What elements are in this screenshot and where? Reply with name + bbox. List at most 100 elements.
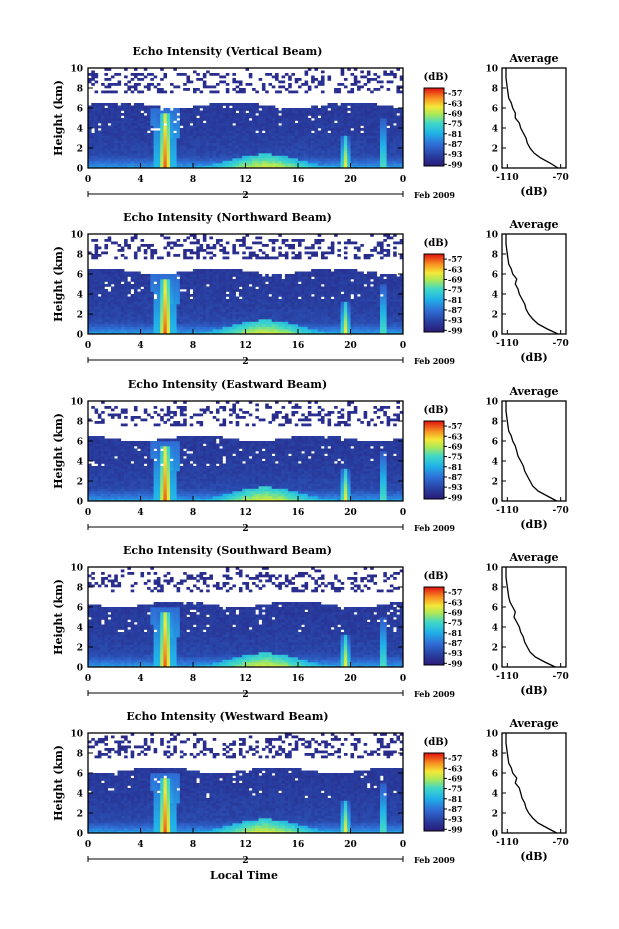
average-profile-line (505, 733, 558, 834)
y-tick-label: 4 (77, 624, 83, 634)
colorbar-tick-label: -81 (448, 794, 462, 804)
x-tick-label: 4 (137, 341, 143, 351)
x-tick-label: 4 (137, 840, 143, 850)
colorbar-tick-label: -93 (448, 648, 463, 658)
heatmap (88, 733, 404, 834)
date-marker-label: 2 (242, 690, 248, 700)
y-tick-label: 8 (77, 418, 83, 428)
heatmap (88, 567, 404, 668)
x-tick-label: 16 (292, 175, 305, 185)
y-tick-label: 2 (77, 644, 83, 654)
colorbar-tick-label: -75 (448, 452, 462, 462)
average-title: Average (508, 218, 558, 231)
y-tick-label: 4 (77, 291, 83, 301)
colorbar-unit: (dB) (424, 571, 449, 582)
x-tick-label: 20 (344, 508, 357, 518)
average-y-tick-label: 6 (492, 438, 498, 448)
average-y-tick-label: 8 (492, 418, 498, 428)
average-x-tick-label: -70 (553, 339, 569, 349)
x-tick-label: 0 (400, 508, 406, 518)
colorbar-tick-label: -57 (448, 88, 462, 98)
x-tick-label: 12 (239, 175, 252, 185)
colorbar-unit: (dB) (424, 405, 449, 416)
colorbar-tick-label: -87 (448, 804, 462, 814)
average-frame (501, 566, 567, 668)
y-tick-label: 2 (77, 311, 83, 321)
y-tick-label: 0 (77, 165, 83, 175)
y-tick-label: 6 (77, 105, 83, 115)
average-y-tick-label: 10 (485, 398, 498, 408)
average-frame (501, 400, 567, 502)
panel-title: Echo Intensity (Southward Beam) (123, 544, 332, 557)
y-tick-label: 0 (77, 331, 83, 341)
average-profile-line (505, 234, 559, 335)
average-profile-line (505, 567, 556, 668)
colorbar-tick-label: -63 (448, 763, 463, 773)
colorbar (423, 420, 445, 500)
y-tick-label: 2 (77, 478, 83, 488)
colorbar-tick-label: -69 (448, 108, 463, 118)
colorbar-tick-label: -99 (448, 159, 463, 169)
x-tick-label: 8 (190, 175, 196, 185)
panel-1: Echo Intensity (Vertical Beam) 0 2 4 6 8 10 Hei… (52, 45, 569, 201)
colorbar-tick-label: -81 (448, 628, 462, 638)
colorbar-tick-label: -93 (448, 482, 463, 492)
y-tick-label: 6 (77, 438, 83, 448)
colorbar-tick-label: -75 (448, 285, 462, 295)
average-y-tick-label: 0 (492, 664, 498, 674)
panels-group: Echo Intensity (Vertical Beam) 0 2 4 6 8 10 Hei… (52, 45, 569, 866)
average-x-axis-label: (dB) (520, 185, 547, 198)
y-tick-label: 6 (77, 604, 83, 614)
y-tick-label: 6 (77, 770, 83, 780)
x-tick-label: 0 (400, 674, 406, 684)
average-y-tick-label: 6 (492, 604, 498, 614)
x-tick-label: 12 (239, 840, 252, 850)
panel-5: Echo Intensity (Westward Beam) 0 2 4 6 8 10 Hei… (52, 710, 569, 866)
panel-title: Echo Intensity (Vertical Beam) (132, 45, 322, 58)
y-tick-label: 8 (77, 251, 83, 261)
x-tick-label: 0 (400, 175, 406, 185)
average-y-tick-label: 4 (492, 790, 498, 800)
x-tick-label: 12 (239, 508, 252, 518)
x-tick-label: 0 (85, 840, 91, 850)
y-axis-label: Height (km) (52, 745, 65, 821)
colorbar (423, 586, 445, 666)
average-title: Average (508, 551, 558, 564)
date-label: Feb 2009 (414, 689, 455, 699)
x-tick-label: 12 (239, 674, 252, 684)
colorbar-tick-label: -69 (448, 773, 463, 783)
colorbar-tick-label: -69 (448, 274, 463, 284)
colorbar-tick-label: -81 (448, 462, 462, 472)
colorbar (423, 752, 445, 832)
x-tick-label: 4 (137, 674, 143, 684)
y-tick-label: 8 (77, 85, 83, 95)
average-frame (501, 67, 567, 169)
panel-title: Echo Intensity (Eastward Beam) (128, 378, 327, 391)
colorbar-tick-label: -93 (448, 814, 463, 824)
colorbar-tick-label: -99 (448, 492, 463, 502)
colorbar-unit: (dB) (424, 238, 449, 249)
panel-2: Echo Intensity (Northward Beam) 0 2 4 6 8 10 He… (52, 211, 569, 367)
colorbar-tick-label: -87 (448, 472, 462, 482)
colorbar-tick-label: -57 (448, 254, 462, 264)
average-y-tick-label: 8 (492, 584, 498, 594)
heatmap (88, 401, 404, 502)
date-marker-label: 2 (242, 191, 248, 201)
colorbar-tick-label: -57 (448, 421, 462, 431)
date-label: Feb 2009 (414, 190, 455, 200)
average-x-axis-label: (dB) (520, 684, 547, 697)
x-tick-label: 16 (292, 508, 305, 518)
colorbar-tick-label: -69 (448, 607, 463, 617)
average-x-axis-label: (dB) (520, 850, 547, 863)
colorbar-tick-label: -99 (448, 325, 463, 335)
x-tick-label: 16 (292, 674, 305, 684)
x-tick-label: 8 (190, 674, 196, 684)
colorbar-tick-label: -75 (448, 618, 462, 628)
x-tick-label: 0 (85, 508, 91, 518)
x-tick-label: 20 (344, 840, 357, 850)
x-tick-label: 12 (239, 341, 252, 351)
average-y-tick-label: 10 (485, 65, 498, 75)
y-tick-label: 4 (77, 790, 83, 800)
average-y-tick-label: 4 (492, 458, 498, 468)
